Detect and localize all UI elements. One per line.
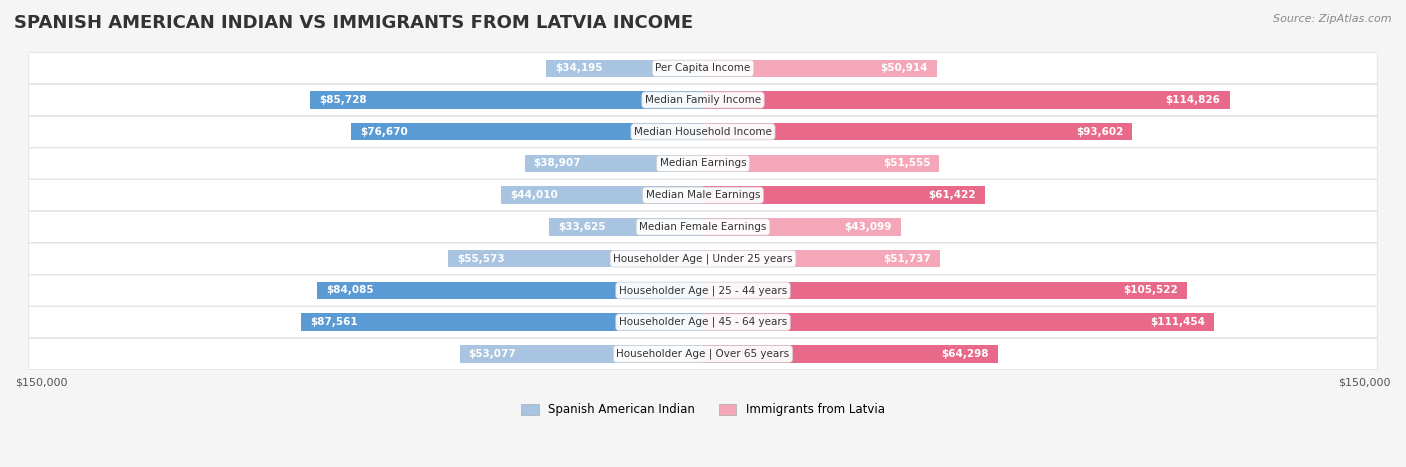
FancyBboxPatch shape — [28, 53, 1378, 84]
Text: $61,422: $61,422 — [928, 190, 976, 200]
FancyBboxPatch shape — [28, 307, 1378, 338]
Text: SPANISH AMERICAN INDIAN VS IMMIGRANTS FROM LATVIA INCOME: SPANISH AMERICAN INDIAN VS IMMIGRANTS FR… — [14, 14, 693, 32]
Text: $105,522: $105,522 — [1123, 285, 1178, 296]
Text: Householder Age | 45 - 64 years: Householder Age | 45 - 64 years — [619, 317, 787, 327]
Text: $87,561: $87,561 — [311, 317, 359, 327]
Text: $55,573: $55,573 — [457, 254, 505, 264]
Bar — [703, 282, 1187, 299]
Text: $93,602: $93,602 — [1076, 127, 1123, 137]
Text: $150,000: $150,000 — [1339, 378, 1391, 388]
Text: $51,737: $51,737 — [883, 254, 931, 264]
Text: $114,826: $114,826 — [1166, 95, 1220, 105]
FancyBboxPatch shape — [28, 180, 1378, 211]
Text: $150,000: $150,000 — [15, 378, 67, 388]
FancyBboxPatch shape — [28, 85, 1378, 115]
Text: $84,085: $84,085 — [326, 285, 374, 296]
Bar — [546, 59, 703, 77]
FancyBboxPatch shape — [28, 339, 1378, 369]
Text: $64,298: $64,298 — [941, 349, 988, 359]
Text: Householder Age | 25 - 44 years: Householder Age | 25 - 44 years — [619, 285, 787, 296]
Text: $34,195: $34,195 — [555, 63, 603, 73]
Bar — [703, 250, 941, 268]
Bar — [703, 59, 936, 77]
Bar — [449, 250, 703, 268]
Bar — [703, 186, 984, 204]
Text: Median Household Income: Median Household Income — [634, 127, 772, 137]
Legend: Spanish American Indian, Immigrants from Latvia: Spanish American Indian, Immigrants from… — [516, 399, 890, 421]
Bar — [318, 282, 703, 299]
Bar — [703, 91, 1230, 109]
FancyBboxPatch shape — [28, 116, 1378, 147]
FancyBboxPatch shape — [28, 243, 1378, 274]
Bar — [501, 186, 703, 204]
Text: $38,907: $38,907 — [534, 158, 581, 169]
Text: Householder Age | Under 25 years: Householder Age | Under 25 years — [613, 254, 793, 264]
FancyBboxPatch shape — [28, 148, 1378, 179]
Text: $44,010: $44,010 — [510, 190, 558, 200]
Bar — [301, 313, 703, 331]
Text: $111,454: $111,454 — [1150, 317, 1205, 327]
FancyBboxPatch shape — [28, 275, 1378, 306]
Bar — [703, 155, 939, 172]
Text: Median Family Income: Median Family Income — [645, 95, 761, 105]
Text: $76,670: $76,670 — [360, 127, 408, 137]
Bar — [703, 218, 901, 236]
Text: $51,555: $51,555 — [883, 158, 931, 169]
Text: $43,099: $43,099 — [844, 222, 891, 232]
Text: $50,914: $50,914 — [880, 63, 928, 73]
Bar — [460, 345, 703, 363]
Text: Median Male Earnings: Median Male Earnings — [645, 190, 761, 200]
Text: $33,625: $33,625 — [558, 222, 606, 232]
Text: Source: ZipAtlas.com: Source: ZipAtlas.com — [1274, 14, 1392, 24]
Text: $53,077: $53,077 — [468, 349, 516, 359]
Text: Median Earnings: Median Earnings — [659, 158, 747, 169]
Bar — [703, 345, 998, 363]
Text: Per Capita Income: Per Capita Income — [655, 63, 751, 73]
Bar — [524, 155, 703, 172]
Bar — [548, 218, 703, 236]
Bar — [352, 123, 703, 141]
FancyBboxPatch shape — [28, 212, 1378, 242]
Text: Householder Age | Over 65 years: Householder Age | Over 65 years — [616, 349, 790, 359]
Bar — [703, 123, 1132, 141]
Bar — [703, 313, 1215, 331]
Text: $85,728: $85,728 — [319, 95, 367, 105]
Text: Median Female Earnings: Median Female Earnings — [640, 222, 766, 232]
Bar — [309, 91, 703, 109]
